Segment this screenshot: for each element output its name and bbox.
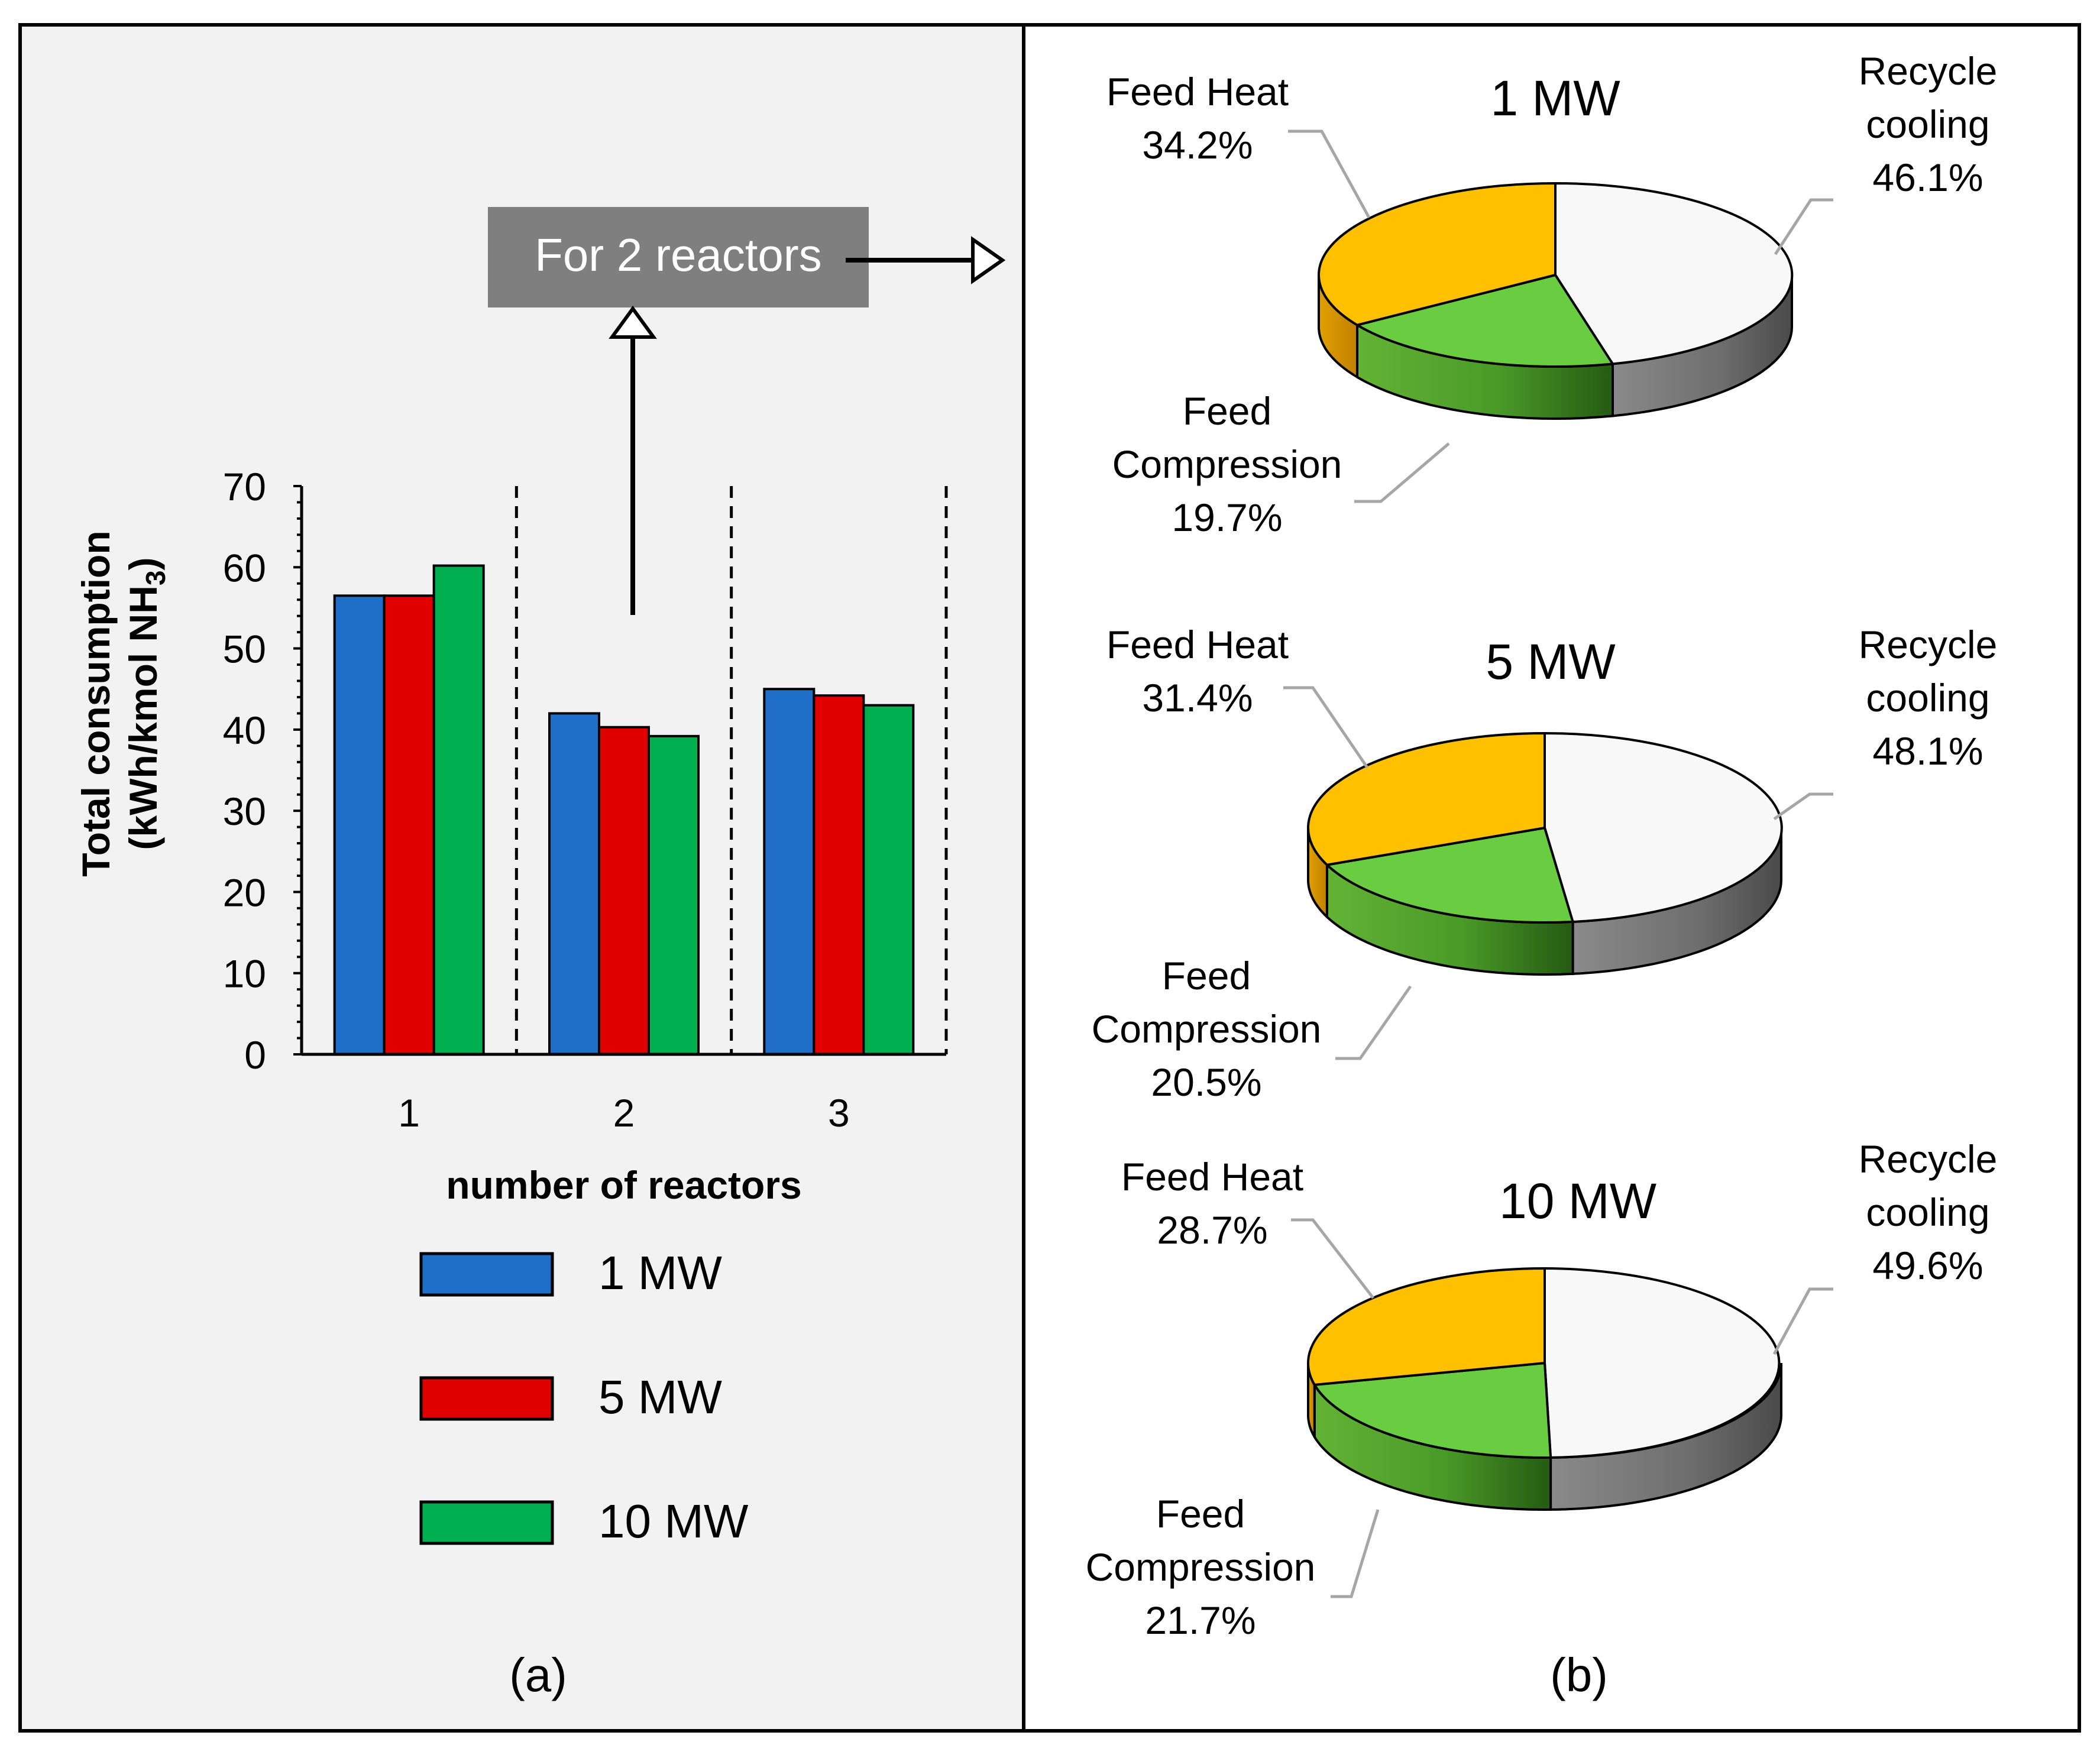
pie-slice-feed-compression	[1313, 1362, 1552, 1459]
pie-5mw-label-feed-heat: Feed Heat	[1106, 623, 1289, 666]
y-tick-label: 50	[223, 627, 266, 671]
pie-1mw-label-recycle-2: cooling	[1866, 102, 1989, 146]
x-tick-label: 2	[613, 1091, 635, 1135]
annotation-label: For 2 reactors	[535, 229, 821, 281]
bar-5mw-cat3	[813, 694, 865, 1056]
pie-10mw-leader-recycle	[1772, 1287, 1833, 1355]
pie-5mw-pct-feed-heat: 31.4%	[1142, 676, 1253, 720]
pie-10mw-shapes	[1307, 1267, 1782, 1511]
pie-1mw-leader-compression	[1354, 442, 1450, 503]
bar-chart: 0 10 20 30 40 50 60 70 1 2 3 Total consumption (k…	[74, 207, 1006, 1701]
legend: 1 MW 5 MW 10 MW	[419, 1247, 749, 1547]
pie-chart-10mw: 10 MW Feed Heat 28.7% Recycle cooling 49…	[1086, 1137, 1998, 1642]
legend-swatch-10mw	[419, 1500, 554, 1545]
panel-b-label: (b)	[1550, 1649, 1608, 1701]
pie-slice-recycle-cooling	[1544, 731, 1783, 923]
annotation-box	[488, 207, 869, 307]
y-tick-label: 40	[223, 708, 266, 752]
pie-1mw-title: 1 MW	[1490, 70, 1620, 126]
pie-1mw-shapes	[1317, 182, 1794, 420]
pie-10mw-label-compression-1: Feed	[1156, 1492, 1245, 1536]
pie-1mw-label-recycle-1: Recycle	[1859, 49, 1998, 93]
pie-1mw-leader-recycle	[1774, 198, 1833, 255]
y-tick-label: 20	[223, 870, 266, 914]
pie-1mw-label-compression-1: Feed	[1183, 389, 1271, 433]
bar-10mw-cat1	[432, 564, 485, 1056]
pie-1mw-label-compression-2: Compression	[1112, 442, 1342, 486]
pie-10mw-leader-feed-heat	[1291, 1218, 1374, 1299]
pie-5mw-leader-compression	[1335, 985, 1412, 1060]
bar-5mw-cat2	[598, 726, 650, 1056]
pie-5mw-pct-compression: 20.5%	[1151, 1060, 1261, 1104]
pie-slice-feed-heat	[1307, 1267, 1546, 1386]
pie-10mw-pct-recycle: 49.6%	[1872, 1244, 1983, 1287]
x-tick-label: 1	[398, 1091, 420, 1135]
y-tick-label: 10	[223, 952, 266, 996]
y-axis-label-line2: (kWh/kmol NH3)	[121, 558, 171, 850]
annotation-arrow-up-head	[609, 305, 657, 339]
pie-5mw-leader-feed-heat	[1283, 686, 1369, 769]
y-axis-label-subscript: 3	[140, 571, 171, 586]
pie-5mw-label-recycle-2: cooling	[1866, 676, 1989, 720]
x-tick-label: 3	[828, 1091, 850, 1135]
pie-10mw-label-recycle-1: Recycle	[1859, 1137, 1998, 1181]
pie-5mw-leader-recycle	[1773, 792, 1833, 821]
pie-5mw-label-compression-2: Compression	[1092, 1007, 1322, 1051]
legend-label-1mw: 1 MW	[598, 1247, 722, 1299]
pie-1mw-pct-feed-heat: 34.2%	[1142, 123, 1253, 167]
legend-swatch-1mw	[419, 1252, 554, 1297]
bar-1mw-cat2	[548, 712, 600, 1056]
y-axis-label-main: (kWh/kmol NH	[121, 585, 165, 850]
category-separators	[515, 486, 948, 1054]
y-axis-ticks: 0 10 20 30 40 50 60 70	[223, 465, 302, 1077]
y-axis-label-close: )	[121, 558, 165, 571]
pie-slice-feed-compression	[1356, 274, 1614, 368]
pie-1mw-pct-recycle: 46.1%	[1872, 156, 1983, 199]
bar-1mw-cat1	[333, 594, 386, 1056]
pie-10mw-pct-compression: 21.7%	[1145, 1598, 1256, 1642]
pie-chart-5mw: 5 MW Feed Heat 31.4% Recycle cooling 48.…	[1092, 623, 1998, 1104]
pie-slice-recycle-cooling	[1544, 1267, 1781, 1459]
pie-chart-1mw: 1 MW Feed Heat 34.2% Recycle cooling 46.…	[1106, 49, 1997, 539]
legend-swatch-5mw	[419, 1376, 554, 1421]
pie-1mw-pct-compression: 19.7%	[1172, 496, 1282, 539]
pie-slice-feed-compression	[1325, 827, 1574, 924]
pie-10mw-label-recycle-2: cooling	[1866, 1190, 1989, 1234]
x-axis-tick-labels: 1 2 3	[398, 1091, 849, 1135]
pie-1mw-leader-feed-heat	[1288, 130, 1371, 219]
bar-5mw-cat1	[383, 594, 435, 1056]
legend-label-10mw: 10 MW	[598, 1495, 749, 1547]
pie-slice-recycle-cooling	[1554, 182, 1794, 365]
pie-5mw-title: 5 MW	[1486, 634, 1615, 689]
annotation-arrow-right-head	[971, 236, 1006, 284]
pie-5mw-label-recycle-1: Recycle	[1859, 623, 1998, 666]
bar-10mw-cat3	[862, 704, 915, 1056]
pie-5mw-pct-recycle: 48.1%	[1872, 729, 1983, 773]
pie-10mw-leader-compression	[1331, 1509, 1380, 1598]
axes	[300, 486, 946, 1056]
pie-10mw-title: 10 MW	[1499, 1173, 1656, 1229]
legend-label-5mw: 5 MW	[598, 1371, 722, 1423]
y-axis-label-line1: Total consumption	[74, 530, 118, 876]
pie-10mw-label-feed-heat: Feed Heat	[1121, 1155, 1303, 1199]
y-tick-label: 0	[244, 1033, 266, 1077]
pie-5mw-label-compression-1: Feed	[1162, 954, 1251, 998]
annotation-for-2-reactors: For 2 reactors	[488, 207, 1006, 615]
pie-1mw-label-feed-heat: Feed Heat	[1106, 70, 1289, 114]
pie-10mw-pct-feed-heat: 28.7%	[1157, 1208, 1267, 1252]
y-tick-label: 30	[223, 789, 266, 833]
bar-1mw-cat3	[763, 688, 816, 1056]
x-axis-label: number of reactors	[446, 1163, 801, 1207]
panel-a-label: (a)	[509, 1649, 567, 1701]
y-tick-label: 70	[223, 465, 266, 509]
pie-slice-feed-heat	[1317, 182, 1557, 326]
y-tick-label: 60	[223, 546, 266, 590]
bar-10mw-cat2	[648, 734, 700, 1056]
pie-10mw-label-compression-2: Compression	[1086, 1545, 1316, 1589]
pie-5mw-shapes	[1307, 731, 1783, 976]
